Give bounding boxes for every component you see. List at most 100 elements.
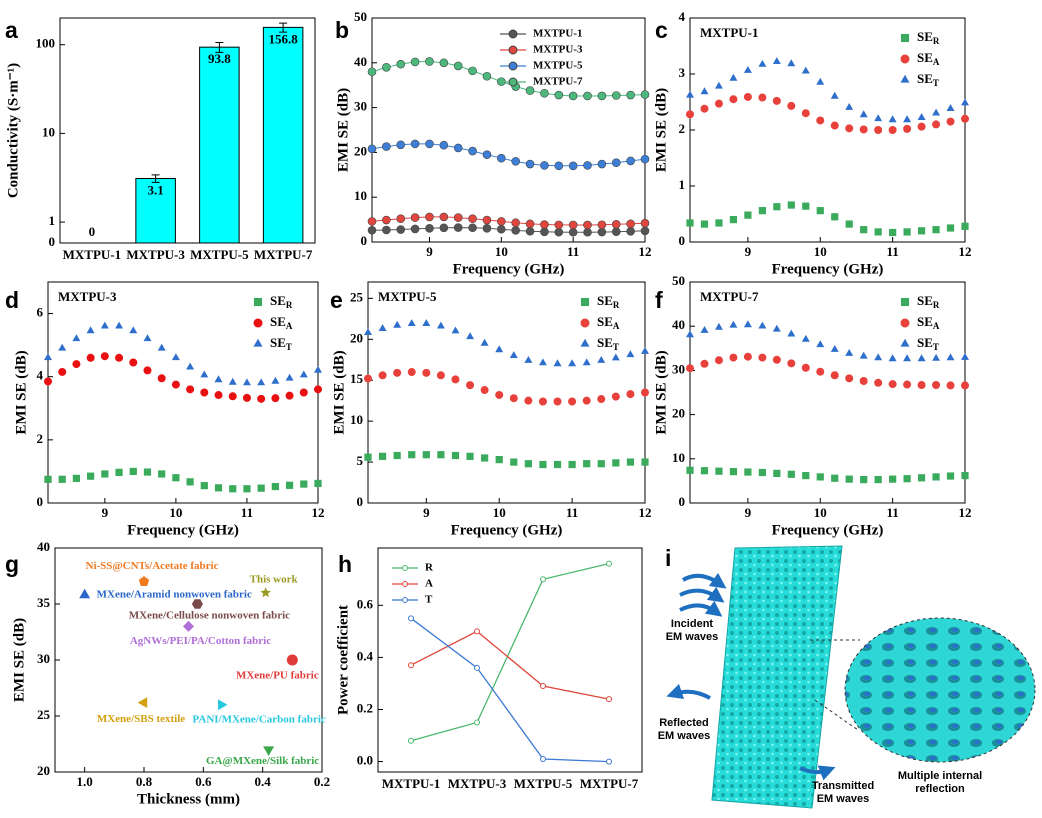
marker [474,628,480,635]
marker [101,470,109,478]
marker [729,216,738,224]
marker [641,347,649,354]
marker [961,353,969,360]
point-label: MXene/Cellulose nonwoven fabric [129,610,290,622]
x-tick-label: 10 [814,505,827,520]
marker [568,359,577,367]
x-tick-label: 9 [102,505,109,520]
marker [525,219,535,229]
marker [917,227,926,235]
marker [772,324,781,332]
marker [453,143,463,153]
y-tick-label: 0 [37,494,44,509]
marker [597,159,607,169]
marker [314,365,322,373]
marker [583,220,592,230]
series-line [410,630,610,700]
marker [845,124,854,133]
marker [408,615,414,622]
marker [830,121,839,130]
marker [425,212,434,222]
x-tick-label: 10 [169,505,182,520]
marker [583,227,592,237]
marker [480,386,489,395]
marker [700,87,709,95]
marker [961,114,969,123]
marker [540,755,546,762]
marker [364,374,372,383]
x-axis-label: Frequency (GHz) [451,522,563,538]
marker [396,140,406,150]
legend-label: SET [270,335,292,352]
marker [480,338,489,346]
marker [568,91,578,101]
marker [946,224,955,232]
y-axis-label: EMI SE (dB) [653,88,669,172]
y-tick-label: 10 [354,188,367,203]
y-axis-label: EMI SE (dB) [331,350,347,434]
y-tick-label: 3 [679,65,686,80]
transmitted-label: Transmitted [812,780,874,792]
marker [611,353,620,361]
marker [787,329,796,337]
marker [453,61,463,71]
marker [525,159,535,169]
marker [214,484,223,492]
annotation: MXTPU-5 [378,289,437,304]
marker [425,223,434,233]
marker [100,321,109,329]
point-label: AgNWs/PEI/PA/Cotton fabric [130,635,271,647]
legend-label: MXTPU-5 [533,60,583,72]
marker [903,124,912,133]
y-tick-label: 20 [672,406,685,421]
x-tick-label: 0.2 [314,774,330,789]
marker [626,90,635,100]
marker [845,349,854,356]
marker [816,340,825,348]
marker [436,321,445,329]
marker [640,226,650,236]
marker [58,475,66,483]
marker [874,126,883,134]
marker [830,345,839,352]
marker [425,57,434,66]
legend-label: SER [597,293,620,310]
y-tick-label: 50 [354,9,367,24]
marker [597,227,607,237]
y-axis-label: Power coefficient [335,605,351,715]
y-axis-label: EMI SE (dB) [13,350,29,434]
marker [729,95,738,104]
marker [816,77,825,85]
x-tick-label: 11 [886,244,898,259]
series-line [371,60,646,97]
marker [439,212,449,222]
marker [129,358,138,367]
x-tick-label: MXTPU-1 [382,776,441,791]
marker [932,353,940,361]
marker [700,467,709,475]
marker [816,367,825,376]
marker [640,218,650,228]
panel-letter: h [338,551,352,577]
point-label: Ni-SS@CNTs/Acetate fabric [86,560,219,572]
error-bar [151,174,160,183]
marker [300,480,308,488]
y-tick-label: 25 [350,289,364,304]
marker [772,96,781,105]
marker [801,66,810,74]
marker [860,475,868,484]
marker [495,345,504,353]
marker [468,214,477,224]
marker [474,719,480,726]
marker [87,472,95,480]
marker [611,220,621,229]
marker [200,370,209,378]
marker [830,371,839,380]
marker [86,353,95,362]
marker [482,150,492,159]
marker [874,228,882,236]
y-tick-label: 2 [37,431,44,446]
marker [393,451,401,460]
marker [743,66,752,73]
